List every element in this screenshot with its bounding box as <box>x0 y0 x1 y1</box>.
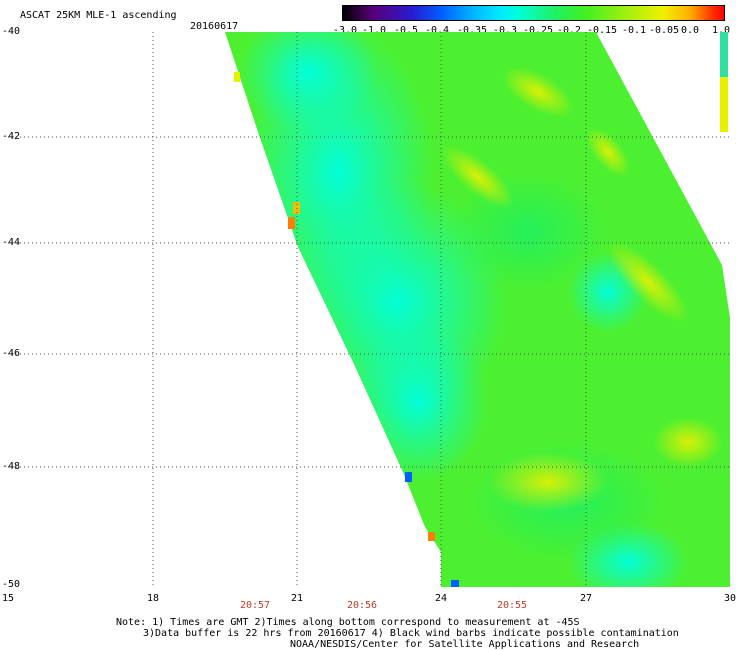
lat-label: -48 <box>2 461 21 472</box>
colorbar-label: -0.25 <box>522 25 554 36</box>
footer-credit: NOAA/NESDIS/Center for Satellite Applica… <box>290 639 640 650</box>
colorbar-label: -0.1 <box>621 25 647 36</box>
map-plot-area <box>8 32 730 587</box>
lon-label: 15 <box>1 593 15 604</box>
lon-label: 18 <box>146 593 160 604</box>
swath-map <box>8 32 730 587</box>
lat-label: -46 <box>2 348 21 359</box>
colorbar-label: -0.05 <box>648 25 680 36</box>
colorbar-label: 1.0 <box>711 25 731 36</box>
lon-label: 24 <box>434 593 448 604</box>
lon-label: 30 <box>723 593 737 604</box>
lon-label: 27 <box>579 593 593 604</box>
time-label: 20:56 <box>346 600 378 611</box>
lat-label: -50 <box>2 579 21 590</box>
colorbar-label: -3.0 <box>332 25 358 36</box>
time-label: 20:57 <box>239 600 271 611</box>
colorbar-label: -0.5 <box>393 25 419 36</box>
colorbar-label: -0.15 <box>586 25 618 36</box>
colorbar-label: -1.0 <box>361 25 387 36</box>
lat-lon-grid <box>8 32 730 587</box>
lat-label: -40 <box>2 26 21 37</box>
time-label: 20:55 <box>496 600 528 611</box>
colorbar-label: -0.2 <box>556 25 582 36</box>
footer-note-line1: Note: 1) Times are GMT 2)Times along bot… <box>116 617 580 628</box>
colorbar-label: -0.35 <box>456 25 488 36</box>
wind-field <box>225 32 730 587</box>
map-title: ASCAT 25KM MLE-1 ascending <box>20 10 177 21</box>
colorbar-label: 0.0 <box>680 25 700 36</box>
colorbar-label: -0.4 <box>424 25 450 36</box>
lat-label: -42 <box>2 131 21 142</box>
lon-label: 21 <box>290 593 304 604</box>
lat-label: -44 <box>2 237 21 248</box>
colorbar-label: -0.3 <box>492 25 518 36</box>
map-date: 20160617 <box>190 21 239 32</box>
footer-note-line2: 3)Data buffer is 22 hrs from 20160617 4)… <box>143 628 679 639</box>
colorbar <box>342 5 725 21</box>
